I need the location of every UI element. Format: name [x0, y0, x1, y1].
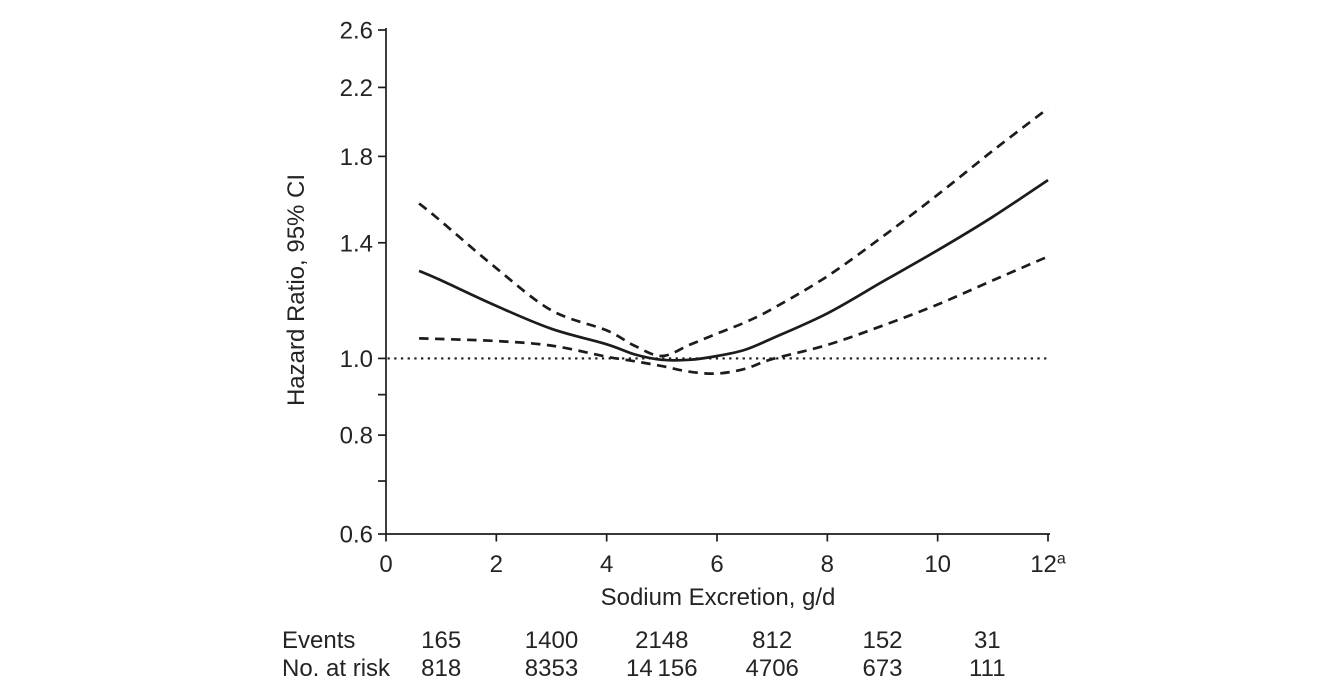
x-tick-label: 0 — [379, 551, 392, 578]
risk-table-cell: 152 — [862, 627, 903, 654]
y-tick-label: 1.8 — [340, 144, 373, 171]
lower-ci-curve — [419, 255, 1049, 375]
risk-table-cell: 673 — [862, 655, 903, 682]
risk-table-cell: 165 — [421, 627, 462, 654]
y-tick-label: 2.6 — [340, 18, 373, 45]
x-tick-label: 10 — [924, 551, 951, 578]
risk-table-cell: 14 156 — [626, 655, 698, 682]
x-tick-label: 8 — [821, 551, 834, 578]
x-tick-label: 6 — [710, 551, 723, 578]
risk-table-cell: 812 — [752, 627, 793, 654]
footnote-marker: a — [1057, 551, 1066, 568]
risk-table-cell: 4706 — [745, 655, 799, 682]
risk-table-cell: 2148 — [635, 627, 689, 654]
risk-table-cell: 818 — [421, 655, 462, 682]
risk-table-cell: 1400 — [524, 627, 579, 654]
x-axis-title: Sodium Excretion, g/d — [600, 584, 836, 611]
y-tick-label: 1.0 — [340, 346, 373, 373]
risk-table-cell: 8353 — [524, 655, 579, 682]
x-tick-label: 12a — [1030, 551, 1066, 579]
risk-table-cell: 111 — [969, 655, 1006, 682]
y-axis-title: Hazard Ratio, 95% CI — [283, 173, 310, 407]
y-tick-label: 1.4 — [340, 230, 373, 257]
axes-lines — [385, 28, 1050, 535]
hazard-ratio-curve — [418, 178, 1049, 362]
x-tick-label: 4 — [600, 551, 613, 578]
no-at-risk-row-label: No. at risk — [282, 655, 391, 682]
upper-ci-curve — [418, 107, 1049, 358]
y-tick-label: 0.6 — [340, 522, 373, 549]
x-tick-label: 2 — [490, 551, 503, 578]
y-tick-label: 0.8 — [340, 423, 373, 450]
y-tick-label: 2.2 — [340, 75, 373, 102]
risk-table-cell: 31 — [973, 627, 1001, 654]
events-row-label: Events — [282, 627, 356, 654]
